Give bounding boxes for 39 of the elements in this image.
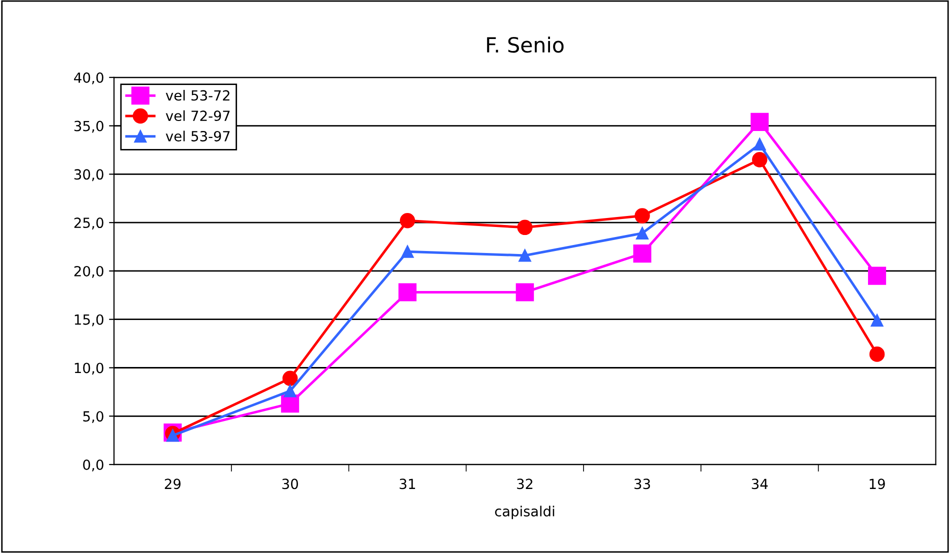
y-tick-label: 15,0: [74, 314, 104, 326]
x-tick-label: 30: [282, 478, 298, 490]
point: [634, 208, 650, 224]
y-tick-label: 25,0: [74, 218, 104, 230]
point: [870, 314, 884, 327]
point: [517, 220, 533, 236]
point: [401, 245, 414, 258]
chart-title: F. Senio: [487, 36, 564, 53]
x-tick-label: 19: [870, 478, 885, 490]
point: [750, 112, 769, 131]
y-tick-label: 40,0: [74, 72, 104, 84]
y-tick-label: 10,0: [74, 362, 104, 375]
x-tick-label: 29: [164, 478, 181, 490]
point: [516, 283, 534, 302]
y-tick-label: 30,0: [74, 169, 104, 182]
point: [400, 213, 416, 228]
point: [398, 283, 417, 302]
point: [869, 346, 885, 362]
point: [753, 138, 766, 150]
y-tick-label: 5,0: [83, 411, 104, 424]
point: [518, 249, 532, 262]
legend-label: vel 53-97: [166, 130, 230, 142]
point: [284, 384, 296, 398]
y-tick-label: 35,0: [74, 120, 104, 133]
legend-label: vel 72-97: [166, 110, 230, 122]
y-tick-label: 20,0: [74, 266, 104, 278]
point: [636, 226, 649, 240]
x-tick-label: 32: [517, 478, 532, 490]
x-tick-label: 34: [752, 478, 768, 490]
legend-label: vel 53-72: [166, 90, 230, 101]
point: [752, 152, 768, 168]
point: [282, 370, 298, 386]
y-tick-label: 0,0: [83, 459, 104, 472]
x-tick-label: 33: [634, 478, 650, 490]
x-axis-title: capisaldi: [495, 506, 554, 520]
x-tick-label: 31: [400, 478, 416, 490]
point: [868, 266, 886, 285]
point: [281, 394, 300, 413]
point: [633, 244, 652, 263]
